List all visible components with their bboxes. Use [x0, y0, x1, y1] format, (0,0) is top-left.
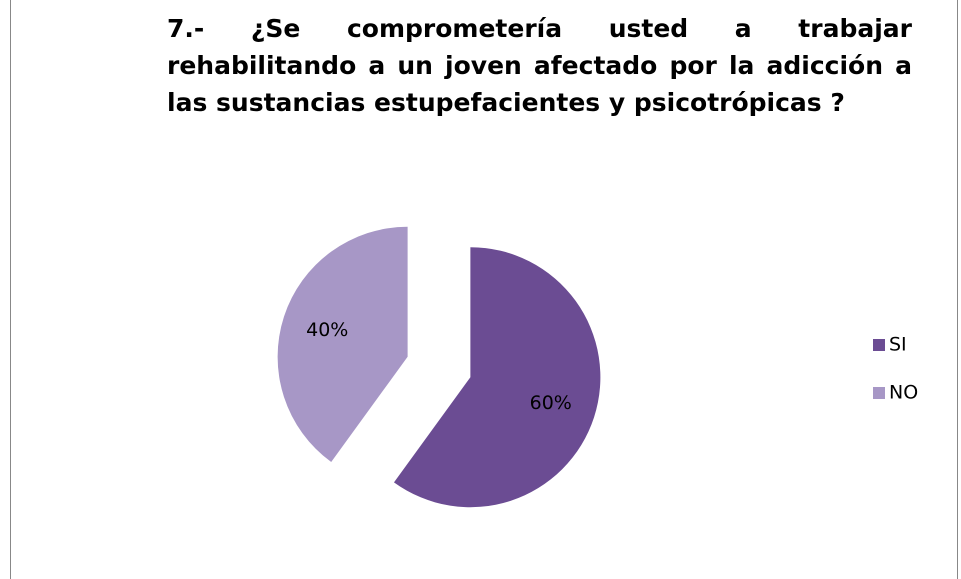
frame: [10, 0, 958, 579]
data-label: 40%: [306, 319, 348, 341]
pie-slice: [277, 226, 408, 462]
legend-swatch: [873, 387, 885, 399]
data-label: 60%: [530, 392, 572, 414]
chart-title: 7.- ¿Se comprometería usted a trabajar r…: [167, 14, 912, 117]
legend-label: NO: [889, 382, 918, 404]
legend-label: SI: [889, 334, 907, 356]
pie-slice: [393, 247, 601, 508]
legend-swatch: [873, 339, 885, 351]
